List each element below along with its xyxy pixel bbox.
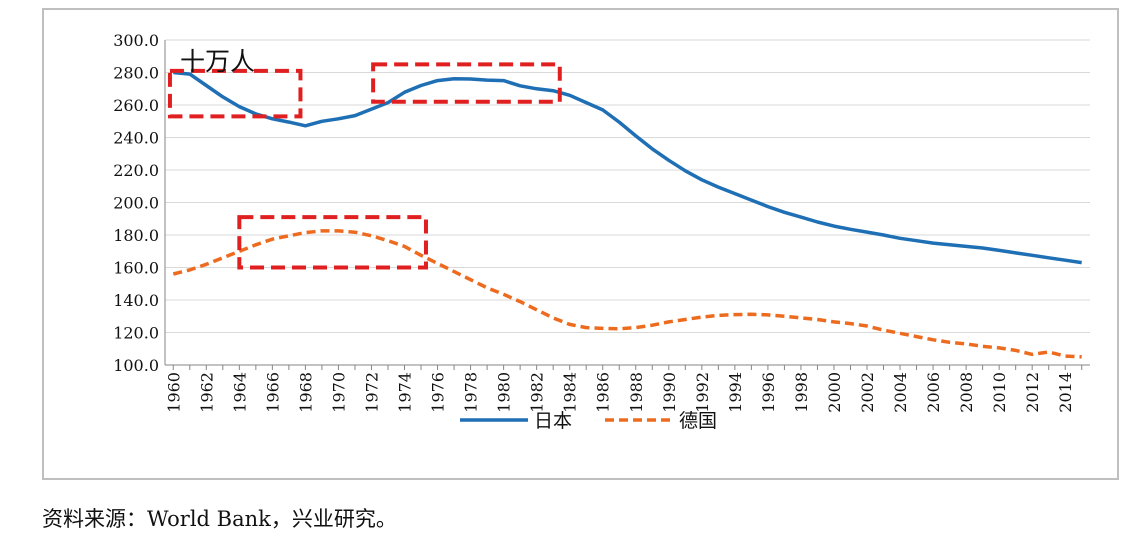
x-tick-label: 1990 xyxy=(660,372,679,413)
x-tick-label: 2006 xyxy=(924,372,943,413)
x-tick-label: 1984 xyxy=(561,372,580,413)
x-tick-label: 1982 xyxy=(528,372,547,413)
x-tick-label: 2002 xyxy=(858,372,877,413)
x-tick-label: 1978 xyxy=(462,372,481,413)
x-tick-label: 1964 xyxy=(230,372,249,413)
x-tick-label: 1986 xyxy=(594,372,613,413)
x-tick-label: 2010 xyxy=(990,372,1009,413)
line-chart: 300.0 280.0 260.0 240.0 220.0 200.0 180.0 160.0… xyxy=(113,31,1090,432)
legend-label-2: 德国 xyxy=(679,410,717,432)
y-tick-label: 200.0 xyxy=(113,194,159,213)
y-tick-label: 280.0 xyxy=(113,64,159,83)
y-tick-label: 240.0 xyxy=(113,129,159,148)
y-tick-label: 100.0 xyxy=(113,356,159,375)
y-tick-label: 160.0 xyxy=(113,259,159,278)
x-tick-label: 1976 xyxy=(429,372,448,413)
y-tick-label: 300.0 xyxy=(113,31,159,50)
x-tick-label: 1970 xyxy=(329,372,348,413)
x-tick-label: 1974 xyxy=(396,372,415,413)
x-tick-label: 1968 xyxy=(296,372,315,413)
y-tick-label: 220.0 xyxy=(113,161,159,180)
x-tick-label: 2004 xyxy=(891,372,910,413)
x-tick-label: 1972 xyxy=(362,372,381,413)
legend-label-1: 日本 xyxy=(534,410,572,432)
x-tick-label: 1966 xyxy=(263,372,282,413)
x-tick-label: 1992 xyxy=(693,372,712,413)
unit-label: 十万人 xyxy=(180,47,255,76)
x-tick-label: 1998 xyxy=(792,372,811,413)
highlight-box-2 xyxy=(371,62,562,104)
y-tick-label: 140.0 xyxy=(113,291,159,310)
x-tick-label: 1996 xyxy=(759,372,778,413)
series-line-dashed xyxy=(172,229,1082,359)
x-tick-label: 2012 xyxy=(1023,372,1042,413)
x-tick-label: 1960 xyxy=(164,372,183,413)
x-tick-label: 1988 xyxy=(627,372,646,413)
y-tick-label: 180.0 xyxy=(113,226,159,245)
y-tick-label: 260.0 xyxy=(113,96,159,115)
series-line-solid xyxy=(173,70,1082,265)
source-note: 资料来源：World Bank，兴业研究。 xyxy=(42,507,397,531)
x-tick-label: 2008 xyxy=(957,372,976,413)
highlight-box-1 xyxy=(167,68,303,119)
chart-frame: 300.0 280.0 260.0 240.0 220.0 200.0 180.0 160.0… xyxy=(42,8,1119,480)
x-tick-label: 1962 xyxy=(197,372,216,413)
x-tick-label: 2014 xyxy=(1056,372,1075,413)
x-tick-label: 1980 xyxy=(495,372,514,413)
highlight-box-3 xyxy=(237,215,428,270)
x-tick-label: 1994 xyxy=(726,372,745,413)
y-tick-label: 120.0 xyxy=(113,324,159,343)
x-tick-label: 2000 xyxy=(825,372,844,413)
